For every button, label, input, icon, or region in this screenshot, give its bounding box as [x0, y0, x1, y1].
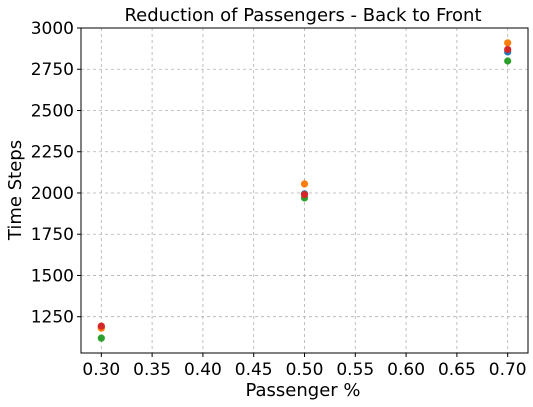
y-tick-label: 1500 — [31, 266, 74, 286]
x-tick-label: 0.65 — [438, 360, 476, 380]
x-tick-label: 0.55 — [336, 360, 374, 380]
x-tick-label: 0.60 — [387, 360, 425, 380]
y-tick-label: 3000 — [31, 19, 74, 39]
y-tick-label: 1250 — [31, 308, 74, 328]
data-points — [97, 39, 512, 342]
y-axis-label: Time Steps — [5, 140, 26, 241]
series-4-point — [300, 191, 309, 199]
x-axis-label: Passenger % — [245, 380, 360, 401]
x-ticks: 0.30 0.35 0.40 0.45 0.50 0.55 0.60 0.65 0.70 — [82, 353, 527, 380]
x-tick-label: 0.50 — [286, 360, 324, 380]
y-tick-label: 2000 — [31, 184, 74, 204]
x-tick-label: 0.40 — [184, 360, 222, 380]
series-4-point — [504, 45, 512, 54]
x-tick-label: 0.30 — [82, 360, 120, 380]
x-tick-label: 0.70 — [489, 360, 527, 380]
y-tick-label: 1750 — [31, 225, 74, 245]
x-tick-label: 0.45 — [235, 360, 273, 380]
series-3-point — [97, 334, 105, 342]
series-4-point — [97, 322, 105, 330]
y-ticks: 1250 1500 1750 2000 2250 2500 2750 3000 — [31, 19, 81, 328]
y-tick-label: 2750 — [31, 60, 74, 80]
chart-title: Reduction of Passengers - Back to Front — [124, 5, 481, 26]
y-tick-label: 2250 — [31, 143, 74, 163]
series-2-point — [300, 180, 309, 188]
y-tick-label: 2500 — [31, 101, 74, 121]
x-tick-label: 0.35 — [133, 360, 171, 380]
series-3-point — [504, 57, 512, 65]
series-2-point — [504, 39, 512, 47]
